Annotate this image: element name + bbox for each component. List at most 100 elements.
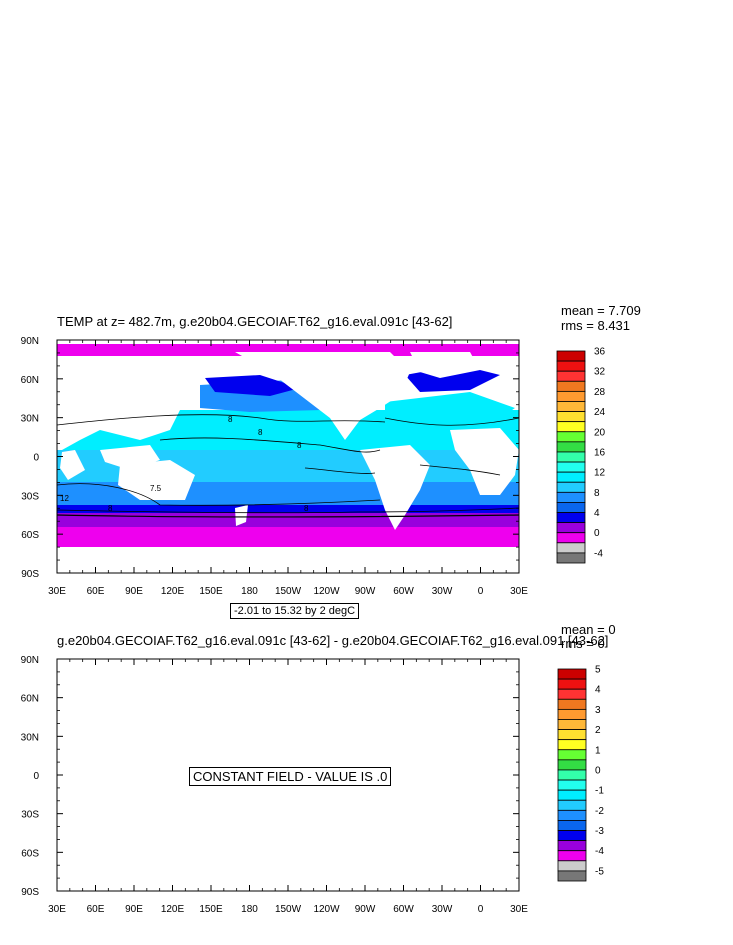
colorbar-swatch — [556, 481, 586, 493]
colorbar-swatch — [557, 799, 587, 811]
bottom-map-panel: g.e20b04.GECOIAF.T62_g16.eval.091c [43-6… — [0, 620, 733, 920]
colorbar-label: -2 — [595, 806, 604, 817]
antarctica-land — [57, 547, 519, 573]
colorbar-swatch — [556, 411, 586, 423]
colorbar-swatch — [556, 370, 586, 382]
colorbar-swatch — [556, 421, 586, 433]
x-tick-label: 60W — [393, 586, 414, 597]
colorbar-label: 3 — [595, 705, 601, 716]
colorbar-swatch — [556, 401, 586, 412]
x-tick-label: 30W — [432, 586, 453, 597]
colorbar-swatch — [557, 860, 587, 872]
colorbar-swatch — [556, 532, 586, 544]
bottom-map-axes: 30E 60E 90E 120E 150E 180 150W 120W 90W 60W 30W 0 30… — [21, 655, 529, 915]
contour-line — [159, 437, 381, 453]
colorbar-label: 2 — [595, 725, 601, 736]
colorbar-swatch — [556, 441, 586, 453]
x-tick-label: 30E — [510, 904, 528, 915]
colorbar-label: -1 — [595, 786, 604, 797]
x-tick-label: 30E — [48, 586, 66, 597]
colorbar-label: 0 — [595, 765, 601, 776]
south-america-land — [360, 445, 430, 530]
contour-label: 8 — [304, 504, 309, 513]
colorbar-label: -4 — [594, 548, 603, 559]
contour-label: 12 — [60, 494, 69, 503]
colorbar-swatch — [557, 668, 587, 680]
colorbar-swatch — [557, 749, 587, 761]
colorbar-swatch — [557, 719, 587, 730]
colorbar-swatch — [556, 502, 586, 513]
colorbar-swatch — [556, 461, 586, 473]
x-tick-label: 180 — [241, 586, 258, 597]
colorbar-label: 12 — [594, 468, 606, 479]
x-tick-label: 150W — [275, 586, 302, 597]
contour-line — [304, 467, 376, 474]
x-tick-label: 90E — [125, 586, 143, 597]
constant-field-message: CONSTANT FIELD - VALUE IS .0 — [189, 767, 392, 786]
contour-line — [57, 507, 519, 514]
colorbar-label: 1 — [595, 745, 601, 756]
north-america-land — [235, 352, 410, 440]
bottom-map-title: g.e20b04.GECOIAF.T62_g16.eval.091c [43-6… — [57, 633, 609, 648]
colorbar-swatch — [557, 830, 587, 842]
colorbar-label: 8 — [594, 488, 600, 499]
x-tick-label: 60W — [393, 904, 414, 915]
colorbar-label: 28 — [594, 387, 606, 398]
top-map-field: 8 8 8 8 7.5 12 8 — [57, 340, 519, 573]
x-tick-label: 180 — [241, 904, 258, 915]
greenland-land — [410, 352, 480, 378]
colorbar-swatch — [556, 512, 586, 524]
colorbar-label: 36 — [594, 347, 606, 358]
y-tick-label: 30S — [21, 810, 39, 821]
contour-line — [419, 464, 501, 476]
x-tick-label: 30W — [432, 904, 453, 915]
x-tick-label: 150E — [199, 586, 223, 597]
x-tick-label: 30E — [48, 904, 66, 915]
colorbar-label: 0 — [594, 528, 600, 539]
southern-ocean-band — [57, 527, 519, 547]
colorbar-swatch — [557, 729, 587, 741]
y-tick-label: 30N — [21, 414, 39, 425]
colorbar-swatch — [557, 870, 587, 882]
y-tick-label: 30N — [21, 732, 39, 743]
north-atlantic-warm-region — [385, 392, 515, 428]
africa-land — [450, 428, 519, 495]
colorbar-swatch — [557, 708, 587, 720]
contour-line — [57, 483, 381, 506]
subantarctic-band — [57, 505, 519, 513]
new-zealand-land — [235, 505, 248, 526]
colorbar-swatch — [556, 451, 586, 463]
y-tick-label: 0 — [33, 771, 39, 782]
colorbar-label: 20 — [594, 427, 606, 438]
y-tick-label: 90S — [21, 569, 39, 580]
colorbar-label: -4 — [595, 846, 604, 857]
colorbar-label: 4 — [594, 508, 600, 519]
contour-label: 8 — [297, 441, 302, 450]
y-tick-label: 60S — [21, 530, 39, 541]
x-tick-label: 90E — [125, 904, 143, 915]
x-tick-label: 120W — [313, 586, 340, 597]
colorbar-label: -3 — [595, 826, 604, 837]
colorbar-swatch — [556, 380, 586, 392]
top-map-axes: 30E 60E 90E 120E 150E 180 150W 120W 90W 60W 30W 0 30… — [21, 336, 529, 597]
x-tick-label: 90W — [355, 586, 376, 597]
colorbar-swatch — [556, 471, 586, 483]
y-tick-label: 30S — [21, 491, 39, 502]
contour-line — [57, 414, 386, 426]
colorbar-swatch — [557, 850, 587, 862]
colorbar-swatch — [556, 542, 586, 554]
colorbar-swatch — [557, 840, 587, 852]
x-tick-label: 60E — [87, 586, 105, 597]
x-tick-label: 60E — [87, 904, 105, 915]
top-map-title: TEMP at z= 482.7m, g.e20b04.GECOIAF.T62_… — [57, 314, 453, 329]
top-map-panel: TEMP at z= 482.7m, g.e20b04.GECOIAF.T62_… — [0, 300, 733, 619]
contour-label: 8 — [108, 504, 113, 513]
australia-land — [118, 460, 195, 500]
contour-label: 8 — [258, 428, 263, 437]
contour-label: 8 — [228, 415, 233, 424]
y-tick-label: 90S — [21, 887, 39, 898]
arctic-ocean-band — [57, 344, 519, 356]
y-tick-label: 90N — [21, 336, 39, 347]
x-tick-label: 150E — [199, 904, 223, 915]
colorbar-swatch — [557, 779, 587, 791]
